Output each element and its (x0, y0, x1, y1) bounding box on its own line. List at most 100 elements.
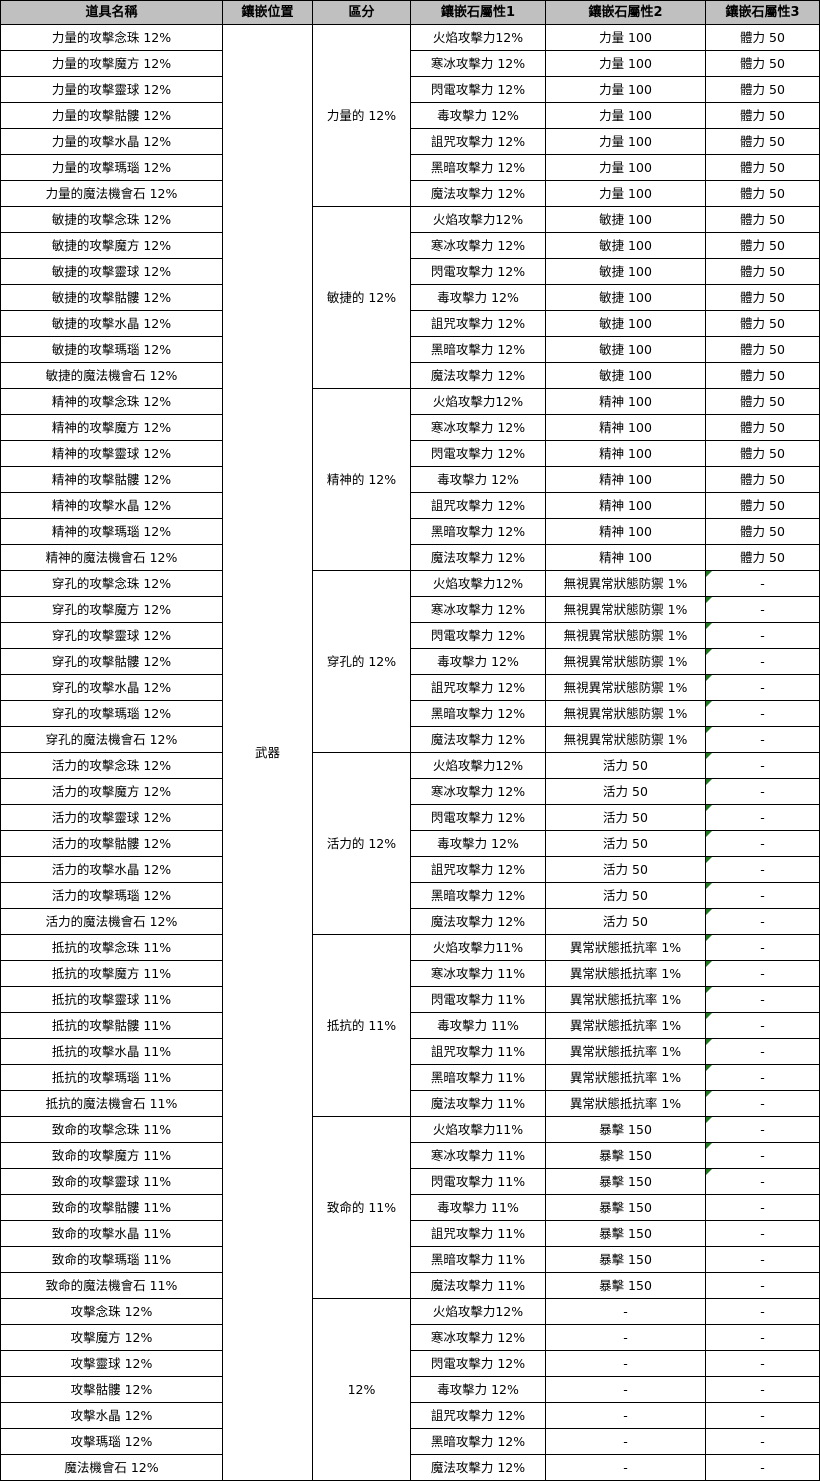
cell-gem-attr-1: 寒冰攻擊力 12% (410, 596, 546, 623)
cell-gem-attr-1: 詛咒攻擊力 11% (410, 1220, 546, 1247)
cell-comment-marker-icon (706, 987, 712, 993)
cell-item-name: 致命的攻擊魔方 11% (0, 1142, 223, 1169)
cell-gem-attr-2: 敏捷 100 (545, 258, 706, 285)
cell-gem-attr-3: 體力 50 (705, 544, 820, 571)
cell-item-name: 致命的攻擊骷髏 11% (0, 1194, 223, 1221)
cell-gem-attr-3: 體力 50 (705, 492, 820, 519)
cell-gem-attr-3-text: - (760, 1174, 765, 1189)
cell-gem-attr-1: 詛咒攻擊力 12% (410, 674, 546, 701)
header-row: 道具名稱 鑲嵌位置 區分 鑲嵌石屬性1 鑲嵌石屬性2 鑲嵌石屬性3 (0, 0, 820, 25)
cell-item-name: 魔法機會石 12% (0, 1454, 223, 1481)
cell-gem-attr-3: - (705, 804, 820, 831)
cell-gem-attr-2: 暴擊 150 (545, 1220, 706, 1247)
cell-gem-attr-3: - (705, 830, 820, 857)
cell-gem-attr-3: 體力 50 (705, 154, 820, 181)
cell-gem-attr-3: - (705, 570, 820, 597)
cell-gem-attr-1: 毒攻擊力 12% (410, 102, 546, 129)
cell-gem-attr-3: 體力 50 (705, 258, 820, 285)
cell-comment-marker-icon (706, 1169, 712, 1175)
table-row: 力量的攻擊魔方 12% 寒冰攻擊力 12% 力量 100 體力 50 (0, 50, 820, 77)
cell-gem-attr-2: 暴擊 150 (545, 1194, 706, 1221)
cell-gem-attr-2: 暴擊 150 (545, 1168, 706, 1195)
table-row: 攻擊念珠 12% 12% 火焰攻擊力12% - - (0, 1298, 820, 1481)
cell-comment-marker-icon (706, 649, 712, 655)
table-row: 致命的攻擊靈球 11% 閃電攻擊力 11% 暴擊 150 - (0, 1168, 820, 1195)
cell-gem-attr-2: 無視異常狀態防禦 1% (545, 648, 706, 675)
table-row: 力量的攻擊念珠 12% 武器 力量的 12% 火焰攻擊力12% 力量 100 體力 50 (0, 24, 820, 1481)
cell-gem-attr-1: 閃電攻擊力 12% (410, 76, 546, 103)
cell-item-name: 精神的攻擊魔方 12% (0, 414, 223, 441)
cell-gem-attr-3: - (705, 752, 820, 779)
table-row: 敏捷的攻擊瑪瑙 12% 黑暗攻擊力 12% 敏捷 100 體力 50 (0, 336, 820, 363)
table-row: 敏捷的攻擊魔方 12% 寒冰攻擊力 12% 敏捷 100 體力 50 (0, 232, 820, 259)
cell-gem-attr-2: 力量 100 (545, 76, 706, 103)
cell-gem-attr-2: 無視異常狀態防禦 1% (545, 596, 706, 623)
cell-gem-attr-3: 體力 50 (705, 206, 820, 233)
cell-gem-attr-3-text: 體力 50 (740, 290, 785, 305)
cell-gem-attr-2: 異常狀態抵抗率 1% (545, 1064, 706, 1091)
cell-gem-attr-1: 黑暗攻擊力 12% (410, 882, 546, 909)
cell-item-name: 活力的魔法機會石 12% (0, 908, 223, 935)
cell-item-name: 致命的攻擊瑪瑙 11% (0, 1246, 223, 1273)
table-row: 致命的攻擊骷髏 11% 毒攻擊力 11% 暴擊 150 - (0, 1194, 820, 1221)
cell-gem-attr-3-text: 體力 50 (740, 524, 785, 539)
cell-gem-attr-3: - (705, 1168, 820, 1195)
cell-gem-attr-1: 閃電攻擊力 11% (410, 986, 546, 1013)
cell-comment-marker-icon (706, 1013, 712, 1019)
cell-comment-marker-icon (706, 623, 712, 629)
cell-item-name: 活力的攻擊水晶 12% (0, 856, 223, 883)
cell-gem-attr-1: 閃電攻擊力 12% (410, 258, 546, 285)
cell-gem-attr-1: 詛咒攻擊力 11% (410, 1038, 546, 1065)
table-body: 力量的攻擊念珠 12% 武器 力量的 12% 火焰攻擊力12% 力量 100 體力 50 力… (0, 24, 820, 1481)
cell-gem-attr-1: 魔法攻擊力 11% (410, 1272, 546, 1299)
table-row: 穿孔的魔法機會石 12% 魔法攻擊力 12% 無視異常狀態防禦 1% - (0, 726, 820, 753)
cell-gem-attr-3: 體力 50 (705, 102, 820, 129)
cell-group-label: 精神的 12% (312, 388, 411, 571)
cell-gem-attr-2: 敏捷 100 (545, 206, 706, 233)
table-row: 活力的攻擊骷髏 12% 毒攻擊力 12% 活力 50 - (0, 830, 820, 857)
cell-gem-attr-3: - (705, 1220, 820, 1247)
cell-item-name: 力量的攻擊骷髏 12% (0, 102, 223, 129)
cell-gem-attr-3: 體力 50 (705, 310, 820, 337)
cell-gem-attr-2: 無視異常狀態防禦 1% (545, 700, 706, 727)
cell-gem-attr-2: 活力 50 (545, 882, 706, 909)
cell-gem-attr-3: 體力 50 (705, 232, 820, 259)
cell-item-name: 精神的攻擊水晶 12% (0, 492, 223, 519)
cell-gem-attr-2: 精神 100 (545, 388, 706, 415)
cell-gem-attr-1: 毒攻擊力 11% (410, 1012, 546, 1039)
table-row: 攻擊骷髏 12% 毒攻擊力 12% - - (0, 1376, 820, 1403)
cell-gem-attr-1: 詛咒攻擊力 12% (410, 492, 546, 519)
cell-gem-attr-2: 力量 100 (545, 180, 706, 207)
cell-comment-marker-icon (706, 961, 712, 967)
table-row: 致命的攻擊瑪瑙 11% 黑暗攻擊力 11% 暴擊 150 - (0, 1246, 820, 1273)
cell-gem-attr-3: 體力 50 (705, 362, 820, 389)
table-row: 敏捷的攻擊水晶 12% 詛咒攻擊力 12% 敏捷 100 體力 50 (0, 310, 820, 337)
table-row: 精神的攻擊念珠 12% 精神的 12% 火焰攻擊力12% 精神 100 體力 50 (0, 388, 820, 571)
cell-item-name: 抵抗的攻擊念珠 11% (0, 934, 223, 961)
cell-gem-attr-3-text: - (760, 1460, 765, 1475)
cell-gem-attr-1: 毒攻擊力 11% (410, 1194, 546, 1221)
cell-gem-attr-1: 黑暗攻擊力 12% (410, 154, 546, 181)
cell-gem-attr-3-text: 體力 50 (740, 498, 785, 513)
cell-gem-attr-3: 體力 50 (705, 180, 820, 207)
table-row: 活力的攻擊念珠 12% 活力的 12% 火焰攻擊力12% 活力 50- (0, 752, 820, 935)
cell-gem-attr-2: 精神 100 (545, 414, 706, 441)
cell-item-name: 力量的攻擊念珠 12% (0, 24, 223, 51)
cell-gem-attr-3-text: - (760, 576, 765, 591)
table-row: 抵抗的攻擊骷髏 11% 毒攻擊力 11% 異常狀態抵抗率 1% - (0, 1012, 820, 1039)
cell-gem-attr-1: 閃電攻擊力 12% (410, 622, 546, 649)
cell-gem-attr-2: 力量 100 (545, 128, 706, 155)
cell-item-name: 穿孔的攻擊魔方 12% (0, 596, 223, 623)
cell-item-name: 力量的魔法機會石 12% (0, 180, 223, 207)
cell-gem-attr-3-text: - (760, 1122, 765, 1137)
table-row: 抵抗的攻擊水晶 11% 詛咒攻擊力 11% 異常狀態抵抗率 1% - (0, 1038, 820, 1065)
table-row: 力量的攻擊靈球 12% 閃電攻擊力 12% 力量 100 體力 50 (0, 76, 820, 103)
table-row: 抵抗的魔法機會石 11% 魔法攻擊力 11% 異常狀態抵抗率 1% - (0, 1090, 820, 1117)
table-row: 活力的攻擊魔方 12% 寒冰攻擊力 12% 活力 50 - (0, 778, 820, 805)
cell-gem-attr-2: 敏捷 100 (545, 336, 706, 363)
table-header: 道具名稱 鑲嵌位置 區分 鑲嵌石屬性1 鑲嵌石屬性2 鑲嵌石屬性3 (0, 0, 820, 25)
table-row: 活力的魔法機會石 12% 魔法攻擊力 12% 活力 50 - (0, 908, 820, 935)
table-row: 致命的攻擊念珠 11% 致命的 11% 火焰攻擊力11% 暴擊 150- (0, 1116, 820, 1299)
cell-gem-attr-3: - (705, 856, 820, 883)
